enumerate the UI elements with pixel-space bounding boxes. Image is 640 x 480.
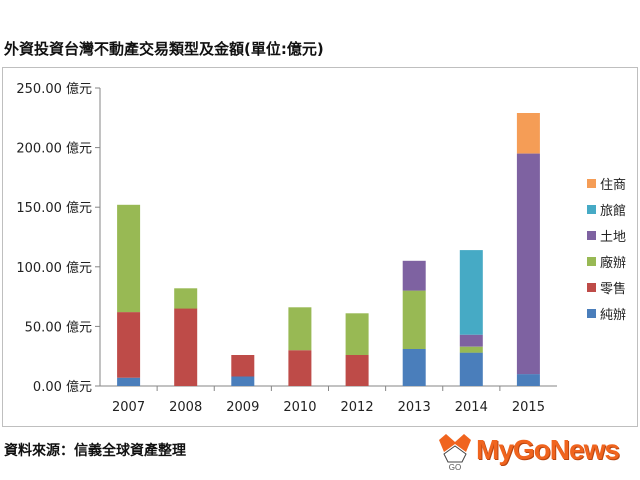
bar-segment <box>345 313 369 355</box>
x-tick-label: 2009 <box>226 400 259 415</box>
bar-segment <box>459 334 483 347</box>
bar-segment <box>288 350 312 386</box>
legend-swatch <box>587 231 596 240</box>
bar-segment <box>117 377 141 386</box>
bar-segment <box>516 153 540 375</box>
legend-swatch <box>587 257 596 266</box>
bar-segment <box>402 349 426 386</box>
legend-label: 住商 <box>600 178 626 193</box>
y-tick-label: 50.00 億元 <box>25 319 92 335</box>
bar-segment <box>288 307 312 351</box>
bar-segment <box>459 352 483 386</box>
bar-segment <box>117 204 141 313</box>
logo-mark-text: GO <box>449 463 461 472</box>
chart-axes <box>95 87 557 391</box>
legend-swatch <box>587 179 596 188</box>
legend-swatch <box>587 309 596 318</box>
x-tick-label: 2007 <box>112 400 145 415</box>
bar-segment <box>117 312 141 378</box>
x-tick-label: 2013 <box>398 400 431 415</box>
stacked-bar-chart: 0.00 億元 50.00 億元 100.00 億元 150.00 億元 200.00 … <box>16 81 626 415</box>
x-tick-label: 2015 <box>512 400 545 415</box>
legend-label: 廠辦 <box>600 255 626 271</box>
x-tick-labels: 2007 2008 2009 2010 2012 2013 2014 2015 <box>112 400 545 415</box>
bar-segment <box>174 308 198 386</box>
bar-segment <box>402 290 426 349</box>
mygonews-logo: GO MyGoNews <box>436 430 636 474</box>
page-title: 外資投資台灣不動產交易類型及金額(單位:億元) <box>4 40 324 58</box>
bar-segment <box>231 355 255 377</box>
legend-label: 零售 <box>600 281 626 297</box>
chart-bars <box>117 113 540 386</box>
legend-label: 純辦 <box>600 308 626 323</box>
bar-segment <box>402 260 426 291</box>
x-tick-label: 2010 <box>283 400 316 415</box>
chart-frame: 0.00 億元 50.00 億元 100.00 億元 150.00 億元 200.00 … <box>2 67 638 427</box>
legend-swatch <box>587 205 596 214</box>
legend-label: 土地 <box>600 230 626 245</box>
y-tick-labels: 0.00 億元 50.00 億元 100.00 億元 150.00 億元 200.00 … <box>16 81 92 395</box>
y-tick-label: 150.00 億元 <box>16 200 92 216</box>
y-tick-label: 250.00 億元 <box>16 81 92 97</box>
logo-wordmark: MyGoNews <box>476 434 620 465</box>
x-tick-label: 2014 <box>455 400 488 415</box>
mygonews-logo-mark-icon: GO <box>439 434 471 472</box>
bar-segment <box>174 288 198 309</box>
y-tick-label: 100.00 億元 <box>16 260 92 276</box>
source-note: 資料來源：信義全球資產整理 <box>4 443 186 459</box>
x-tick-label: 2012 <box>341 400 374 415</box>
x-tick-label: 2008 <box>169 400 202 415</box>
y-tick-label: 200.00 億元 <box>16 141 92 157</box>
bar-segment <box>231 376 255 386</box>
bar-segment <box>516 374 540 386</box>
bar-segment <box>345 355 369 386</box>
bar-segment <box>459 346 483 353</box>
bar-segment <box>459 250 483 335</box>
bar-segment <box>516 113 540 154</box>
y-tick-label: 0.00 億元 <box>33 379 92 395</box>
legend-label: 旅館 <box>600 204 626 219</box>
legend-swatch <box>587 283 596 292</box>
